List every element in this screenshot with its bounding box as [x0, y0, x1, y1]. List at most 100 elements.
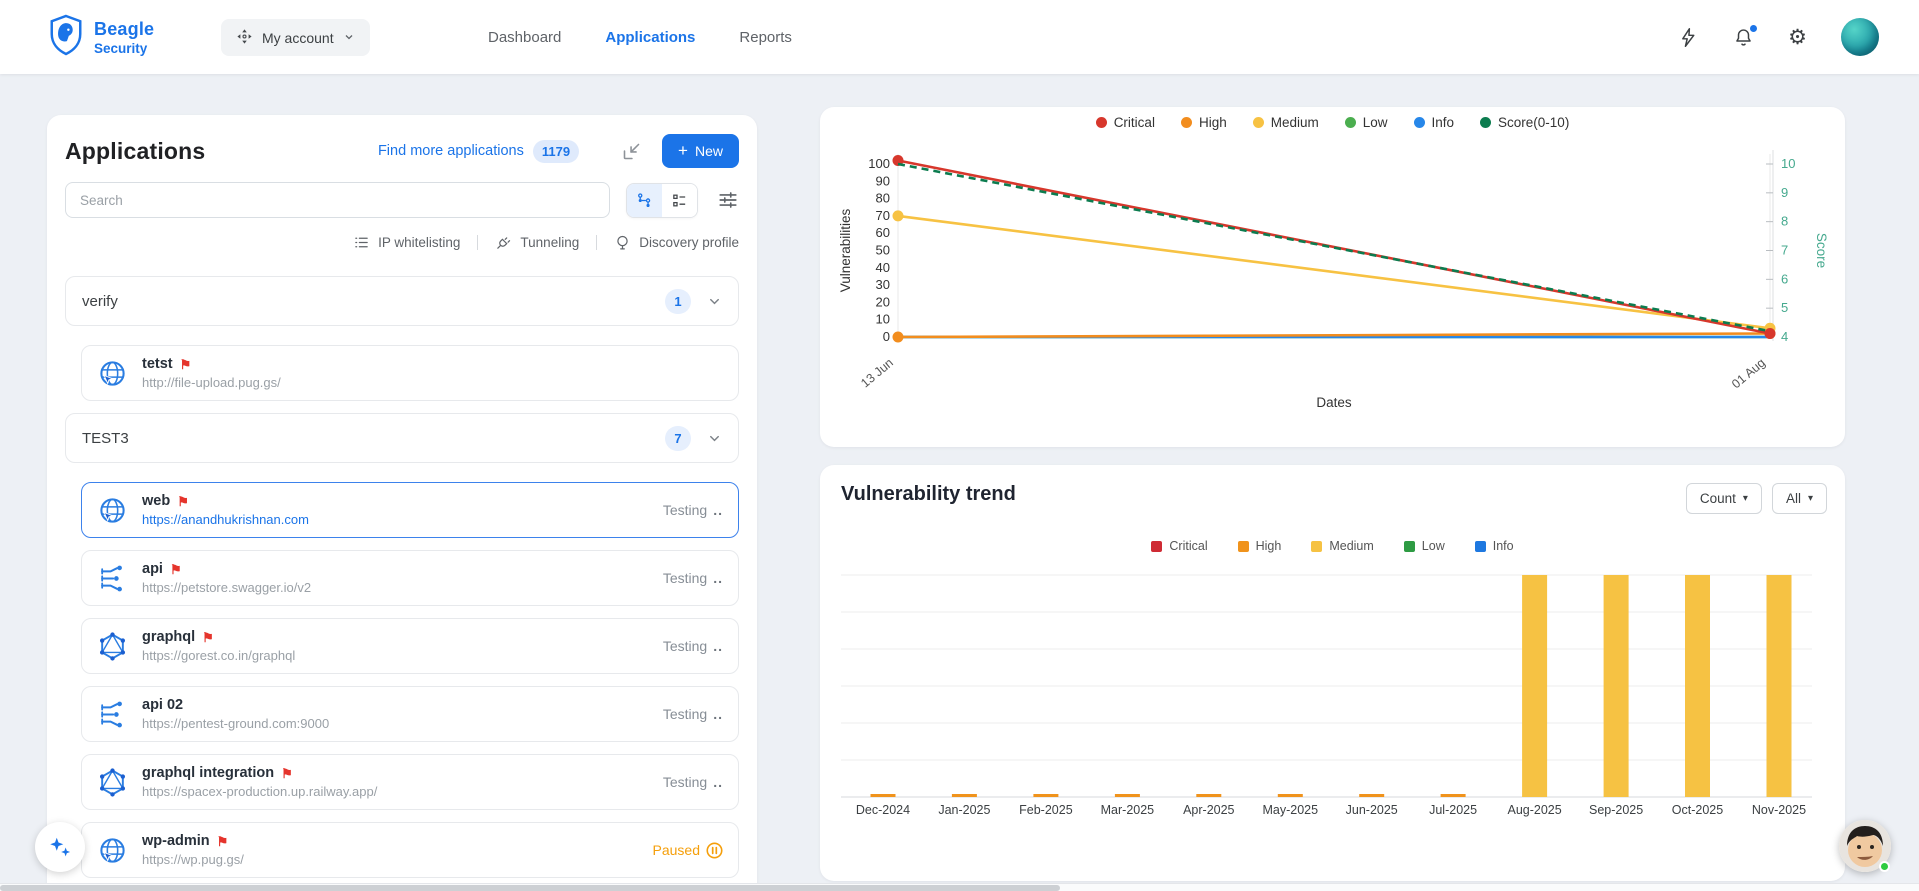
svg-text:Dates: Dates [1316, 395, 1352, 410]
search-input[interactable] [65, 182, 610, 218]
app-name: api [142, 561, 163, 577]
find-more-applications-link[interactable]: Find more applications [377, 143, 524, 159]
filter-label: Tunneling [520, 234, 580, 250]
app-item-graphql[interactable]: graphql ⚑ https://gorest.co.in/graphql Test… [81, 618, 739, 674]
plus-icon: + [678, 141, 688, 160]
legend-swatch [1413, 117, 1425, 128]
svg-text:Jun-2025: Jun-2025 [1346, 803, 1398, 817]
app-item-tetst[interactable]: tetst ⚑ http://file-upload.pug.gs/ [81, 345, 739, 401]
app-url[interactable]: https://gorest.co.in/graphql [142, 648, 296, 663]
status-testing: Testing.. [662, 638, 723, 654]
legend-info[interactable]: Info [1413, 115, 1454, 130]
legend-critical[interactable]: Critical [1095, 115, 1155, 130]
nav-link-reports[interactable]: Reports [739, 28, 792, 46]
import-icon[interactable] [621, 141, 642, 162]
progress-dots: .. [713, 570, 723, 586]
svg-text:8: 8 [1781, 214, 1788, 229]
group-header-test3[interactable]: TEST3 7 [65, 413, 739, 463]
filter-label: IP whitelisting [378, 234, 461, 250]
group-header-verify[interactable]: verify 1 [65, 276, 739, 326]
filter-ip-whitelisting[interactable]: IP whitelisting [353, 234, 460, 251]
scope-dropdown[interactable]: All ▾ [1771, 483, 1827, 514]
list-view-icon[interactable] [662, 183, 697, 217]
svg-text:80: 80 [876, 191, 890, 206]
app-item-graphql-integration[interactable]: graphql integration ⚑ https://spacex-produ… [81, 754, 739, 810]
svg-text:Sep-2025: Sep-2025 [1589, 803, 1643, 817]
status-testing: Testing.. [662, 570, 723, 586]
notifications-bell-icon[interactable] [1733, 23, 1759, 48]
svg-text:90: 90 [876, 173, 890, 188]
account-switcher[interactable]: My account [221, 19, 370, 56]
legend-high[interactable]: High [1180, 115, 1227, 130]
legend-critical[interactable]: Critical [1151, 539, 1208, 553]
user-avatar[interactable] [1841, 18, 1879, 56]
brand-logo[interactable]: Beagle Security [47, 13, 154, 62]
svg-text:Feb-2025: Feb-2025 [1019, 803, 1073, 817]
chevron-down-icon [343, 30, 355, 46]
svg-text:50: 50 [876, 243, 890, 258]
web-app-icon [97, 495, 128, 526]
filter-tunneling[interactable]: Tunneling [495, 234, 579, 251]
svg-text:Jan-2025: Jan-2025 [938, 803, 990, 817]
red-flag-icon: ⚑ [169, 561, 182, 577]
flash-icon[interactable] [1678, 27, 1699, 48]
legend-medium[interactable]: Medium [1311, 539, 1374, 553]
legend-low[interactable]: Low [1344, 115, 1388, 130]
progress-dots: .. [713, 638, 723, 654]
count-dropdown[interactable]: Count ▾ [1685, 483, 1762, 514]
group-name: verify [82, 292, 118, 310]
main-nav: Dashboard Applications Reports [488, 0, 792, 74]
horizontal-scrollbar[interactable] [0, 883, 1919, 891]
svg-text:5: 5 [1781, 300, 1788, 315]
nav-link-dashboard[interactable]: Dashboard [488, 28, 562, 46]
legend-info[interactable]: Info [1474, 539, 1514, 553]
chevron-down-icon[interactable] [707, 431, 722, 446]
new-application-button[interactable]: + New [662, 134, 739, 168]
app-item-api[interactable]: api ⚑ https://petstore.swagger.io/v2 Testin… [81, 550, 739, 606]
legend-high[interactable]: High [1237, 539, 1281, 553]
tree-view-icon[interactable] [627, 183, 662, 217]
app-url[interactable]: https://pentest-ground.com:9000 [142, 716, 330, 731]
support-avatar[interactable] [1839, 820, 1891, 872]
ai-sparkles-icon[interactable] [35, 822, 85, 872]
red-flag-icon: ⚑ [179, 356, 192, 372]
svg-text:Oct-2025: Oct-2025 [1672, 803, 1723, 817]
scrollbar-thumb[interactable] [0, 885, 1060, 891]
progress-dots: .. [713, 774, 723, 790]
web-app-icon [97, 835, 128, 866]
svg-text:60: 60 [876, 225, 890, 240]
svg-text:Vulnerabilities: Vulnerabilities [838, 208, 853, 292]
settings-gear-icon[interactable]: ⚙ [1788, 25, 1807, 49]
count-dropdown-label: Count [1699, 491, 1736, 506]
app-item-web[interactable]: web ⚑ https://anandhukrishnan.com Testing.. [81, 482, 739, 538]
severity-line-chart: 0 10 20 30 40 50 60 70 80 90 100 4 5 6 7 8 9 10 13 Jun 01 A… [838, 150, 1829, 410]
account-label: My account [262, 29, 334, 46]
svg-text:13 Jun: 13 Jun [858, 356, 896, 391]
line-chart-legend: Critical High Medium Low Info Score(0-10) [820, 115, 1845, 130]
nav-link-applications[interactable]: Applications [605, 28, 696, 46]
legend-medium[interactable]: Medium [1252, 115, 1319, 130]
legend-low[interactable]: Low [1403, 539, 1445, 553]
app-url[interactable]: http://file-upload.pug.gs/ [142, 375, 281, 390]
app-url[interactable]: https://anandhukrishnan.com [142, 512, 309, 527]
app-url[interactable]: https://petstore.swagger.io/v2 [142, 580, 312, 595]
app-item-wp-admin[interactable]: wp-admin ⚑ https://wp.pug.gs/Paused [81, 822, 739, 878]
filter-discovery-profile[interactable]: Discovery profile [614, 234, 739, 251]
legend-swatch [1480, 117, 1492, 128]
legend-swatch [1095, 117, 1107, 128]
advanced-filter-icon[interactable] [717, 189, 739, 211]
pause-icon [706, 841, 723, 859]
legend-swatch [1151, 540, 1163, 552]
app-url[interactable]: https://wp.pug.gs/ [142, 852, 244, 867]
legend-score-0-10[interactable]: Score(0-10) [1480, 115, 1569, 130]
status-paused: Paused [653, 841, 723, 859]
chevron-down-icon[interactable] [707, 294, 722, 309]
app-item-api-02[interactable]: api 02 https://pentest-ground.com:9000 Tes… [81, 686, 739, 742]
status-testing: Testing.. [662, 502, 723, 518]
severity-line-chart-card: Critical High Medium Low Info Score(0-10) 0 10… [820, 107, 1845, 447]
app-url[interactable]: https://spacex-production.up.railway.app… [142, 784, 378, 799]
quick-filters: IP whitelisting Tunneling Discovery profil… [65, 231, 739, 253]
vulnerability-trend-chart: Dec-2024 Jan-2025 Feb-2025 Mar-2025 Apr-2025… [841, 574, 1812, 817]
beagle-shield-icon [47, 13, 85, 62]
